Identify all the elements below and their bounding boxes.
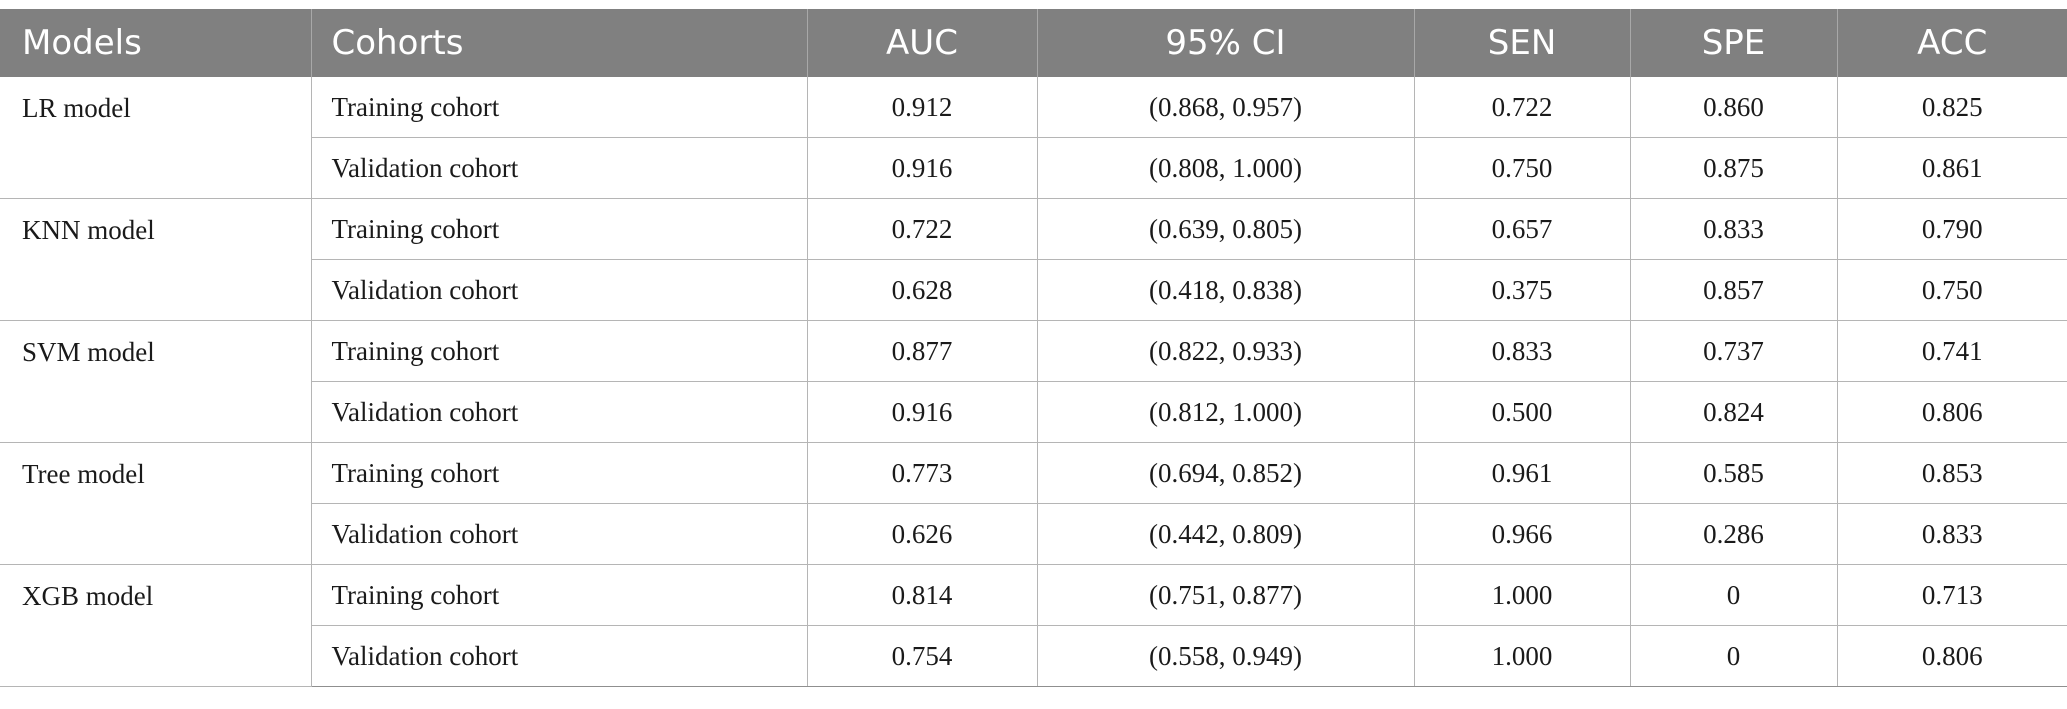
auc-cell: 0.754 <box>806 625 1038 687</box>
spe-cell: 0.737 <box>1629 320 1838 382</box>
header-models: Models <box>0 9 311 77</box>
cohort-cell: Training cohort <box>310 77 808 138</box>
model-name-cell: SVM model <box>0 320 312 443</box>
ci-cell: (0.868, 0.957) <box>1036 77 1415 138</box>
cohort-cell: Training cohort <box>310 198 808 260</box>
acc-cell: 0.806 <box>1836 381 2067 443</box>
auc-cell: 0.916 <box>806 381 1038 443</box>
auc-cell: 0.628 <box>806 259 1038 321</box>
ci-cell: (0.442, 0.809) <box>1036 503 1415 565</box>
table-row: KNN model Training cohort 0.722 (0.639, … <box>0 198 2067 321</box>
acc-cell: 0.833 <box>1836 503 2067 565</box>
model-name-cell: LR model <box>0 77 312 199</box>
table-row: LR model Training cohort 0.912 (0.868, 0… <box>0 77 2067 199</box>
cohort-cell: Validation cohort <box>310 625 808 687</box>
spe-cell: 0.286 <box>1629 503 1838 565</box>
acc-cell: 0.741 <box>1836 320 2067 382</box>
sen-cell: 0.722 <box>1413 77 1631 138</box>
sen-cell: 0.657 <box>1413 198 1631 260</box>
results-table-container: Models Cohorts AUC 95% CI SEN SPE ACC LR… <box>0 9 2067 687</box>
spe-cell: 0.875 <box>1629 137 1838 199</box>
spe-cell: 0.860 <box>1629 77 1838 138</box>
sen-cell: 1.000 <box>1413 625 1631 687</box>
table-row: Validation cohort 0.754 (0.558, 0.949) 1… <box>0 625 2067 687</box>
auc-cell: 0.814 <box>806 564 1038 626</box>
ci-cell: (0.418, 0.838) <box>1036 259 1415 321</box>
sen-cell: 0.833 <box>1413 320 1631 382</box>
auc-cell: 0.773 <box>806 442 1038 504</box>
model-name-cell: XGB model <box>0 564 312 687</box>
sen-cell: 1.000 <box>1413 564 1631 626</box>
auc-cell: 0.722 <box>806 198 1038 260</box>
acc-cell: 0.853 <box>1836 442 2067 504</box>
cohort-cell: Validation cohort <box>310 259 808 321</box>
auc-cell: 0.626 <box>806 503 1038 565</box>
model-name-cell: KNN model <box>0 198 312 321</box>
spe-cell: 0.857 <box>1629 259 1838 321</box>
cohort-cell: Training cohort <box>310 442 808 504</box>
auc-cell: 0.877 <box>806 320 1038 382</box>
ci-cell: (0.822, 0.933) <box>1036 320 1415 382</box>
cohort-cell: Training cohort <box>310 564 808 626</box>
table-row: SVM model Training cohort 0.877 (0.822, … <box>0 320 2067 443</box>
sen-cell: 0.500 <box>1413 381 1631 443</box>
header-sen: SEN <box>1413 9 1630 77</box>
table-row: Validation cohort 0.916 (0.812, 1.000) 0… <box>0 381 2067 443</box>
cohort-cell: Validation cohort <box>310 503 808 565</box>
table-row: XGB model Training cohort 0.814 (0.751, … <box>0 564 2067 687</box>
sen-cell: 0.750 <box>1413 137 1631 199</box>
spe-cell: 0 <box>1629 625 1838 687</box>
header-ci: 95% CI <box>1036 9 1414 77</box>
table-row: Validation cohort 0.628 (0.418, 0.838) 0… <box>0 259 2067 321</box>
acc-cell: 0.713 <box>1836 564 2067 626</box>
cohort-cell: Validation cohort <box>310 137 808 199</box>
spe-cell: 0.585 <box>1629 442 1838 504</box>
table-body: LR model Training cohort 0.912 (0.868, 0… <box>0 77 2067 687</box>
spe-cell: 0.824 <box>1629 381 1838 443</box>
sen-cell: 0.966 <box>1413 503 1631 565</box>
ci-cell: (0.639, 0.805) <box>1036 198 1415 260</box>
header-spe: SPE <box>1629 9 1837 77</box>
table-header: Models Cohorts AUC 95% CI SEN SPE ACC <box>0 9 2067 77</box>
acc-cell: 0.825 <box>1836 77 2067 138</box>
auc-cell: 0.916 <box>806 137 1038 199</box>
spe-cell: 0 <box>1629 564 1838 626</box>
header-cohorts: Cohorts <box>310 9 807 77</box>
header-auc: AUC <box>806 9 1037 77</box>
header-acc: ACC <box>1836 9 2067 77</box>
model-performance-table: Models Cohorts AUC 95% CI SEN SPE ACC LR… <box>0 9 2067 687</box>
ci-cell: (0.751, 0.877) <box>1036 564 1415 626</box>
table-row: Tree model Training cohort 0.773 (0.694,… <box>0 442 2067 565</box>
ci-cell: (0.558, 0.949) <box>1036 625 1415 687</box>
ci-cell: (0.812, 1.000) <box>1036 381 1415 443</box>
acc-cell: 0.861 <box>1836 137 2067 199</box>
auc-cell: 0.912 <box>806 77 1038 138</box>
cohort-cell: Validation cohort <box>310 381 808 443</box>
model-name-cell: Tree model <box>0 442 312 565</box>
table-row: Validation cohort 0.916 (0.808, 1.000) 0… <box>0 137 2067 199</box>
ci-cell: (0.694, 0.852) <box>1036 442 1415 504</box>
sen-cell: 0.375 <box>1413 259 1631 321</box>
acc-cell: 0.750 <box>1836 259 2067 321</box>
cohort-cell: Training cohort <box>310 320 808 382</box>
table-row: Validation cohort 0.626 (0.442, 0.809) 0… <box>0 503 2067 565</box>
spe-cell: 0.833 <box>1629 198 1838 260</box>
ci-cell: (0.808, 1.000) <box>1036 137 1415 199</box>
header-row: Models Cohorts AUC 95% CI SEN SPE ACC <box>0 9 2067 77</box>
acc-cell: 0.806 <box>1836 625 2067 687</box>
sen-cell: 0.961 <box>1413 442 1631 504</box>
acc-cell: 0.790 <box>1836 198 2067 260</box>
